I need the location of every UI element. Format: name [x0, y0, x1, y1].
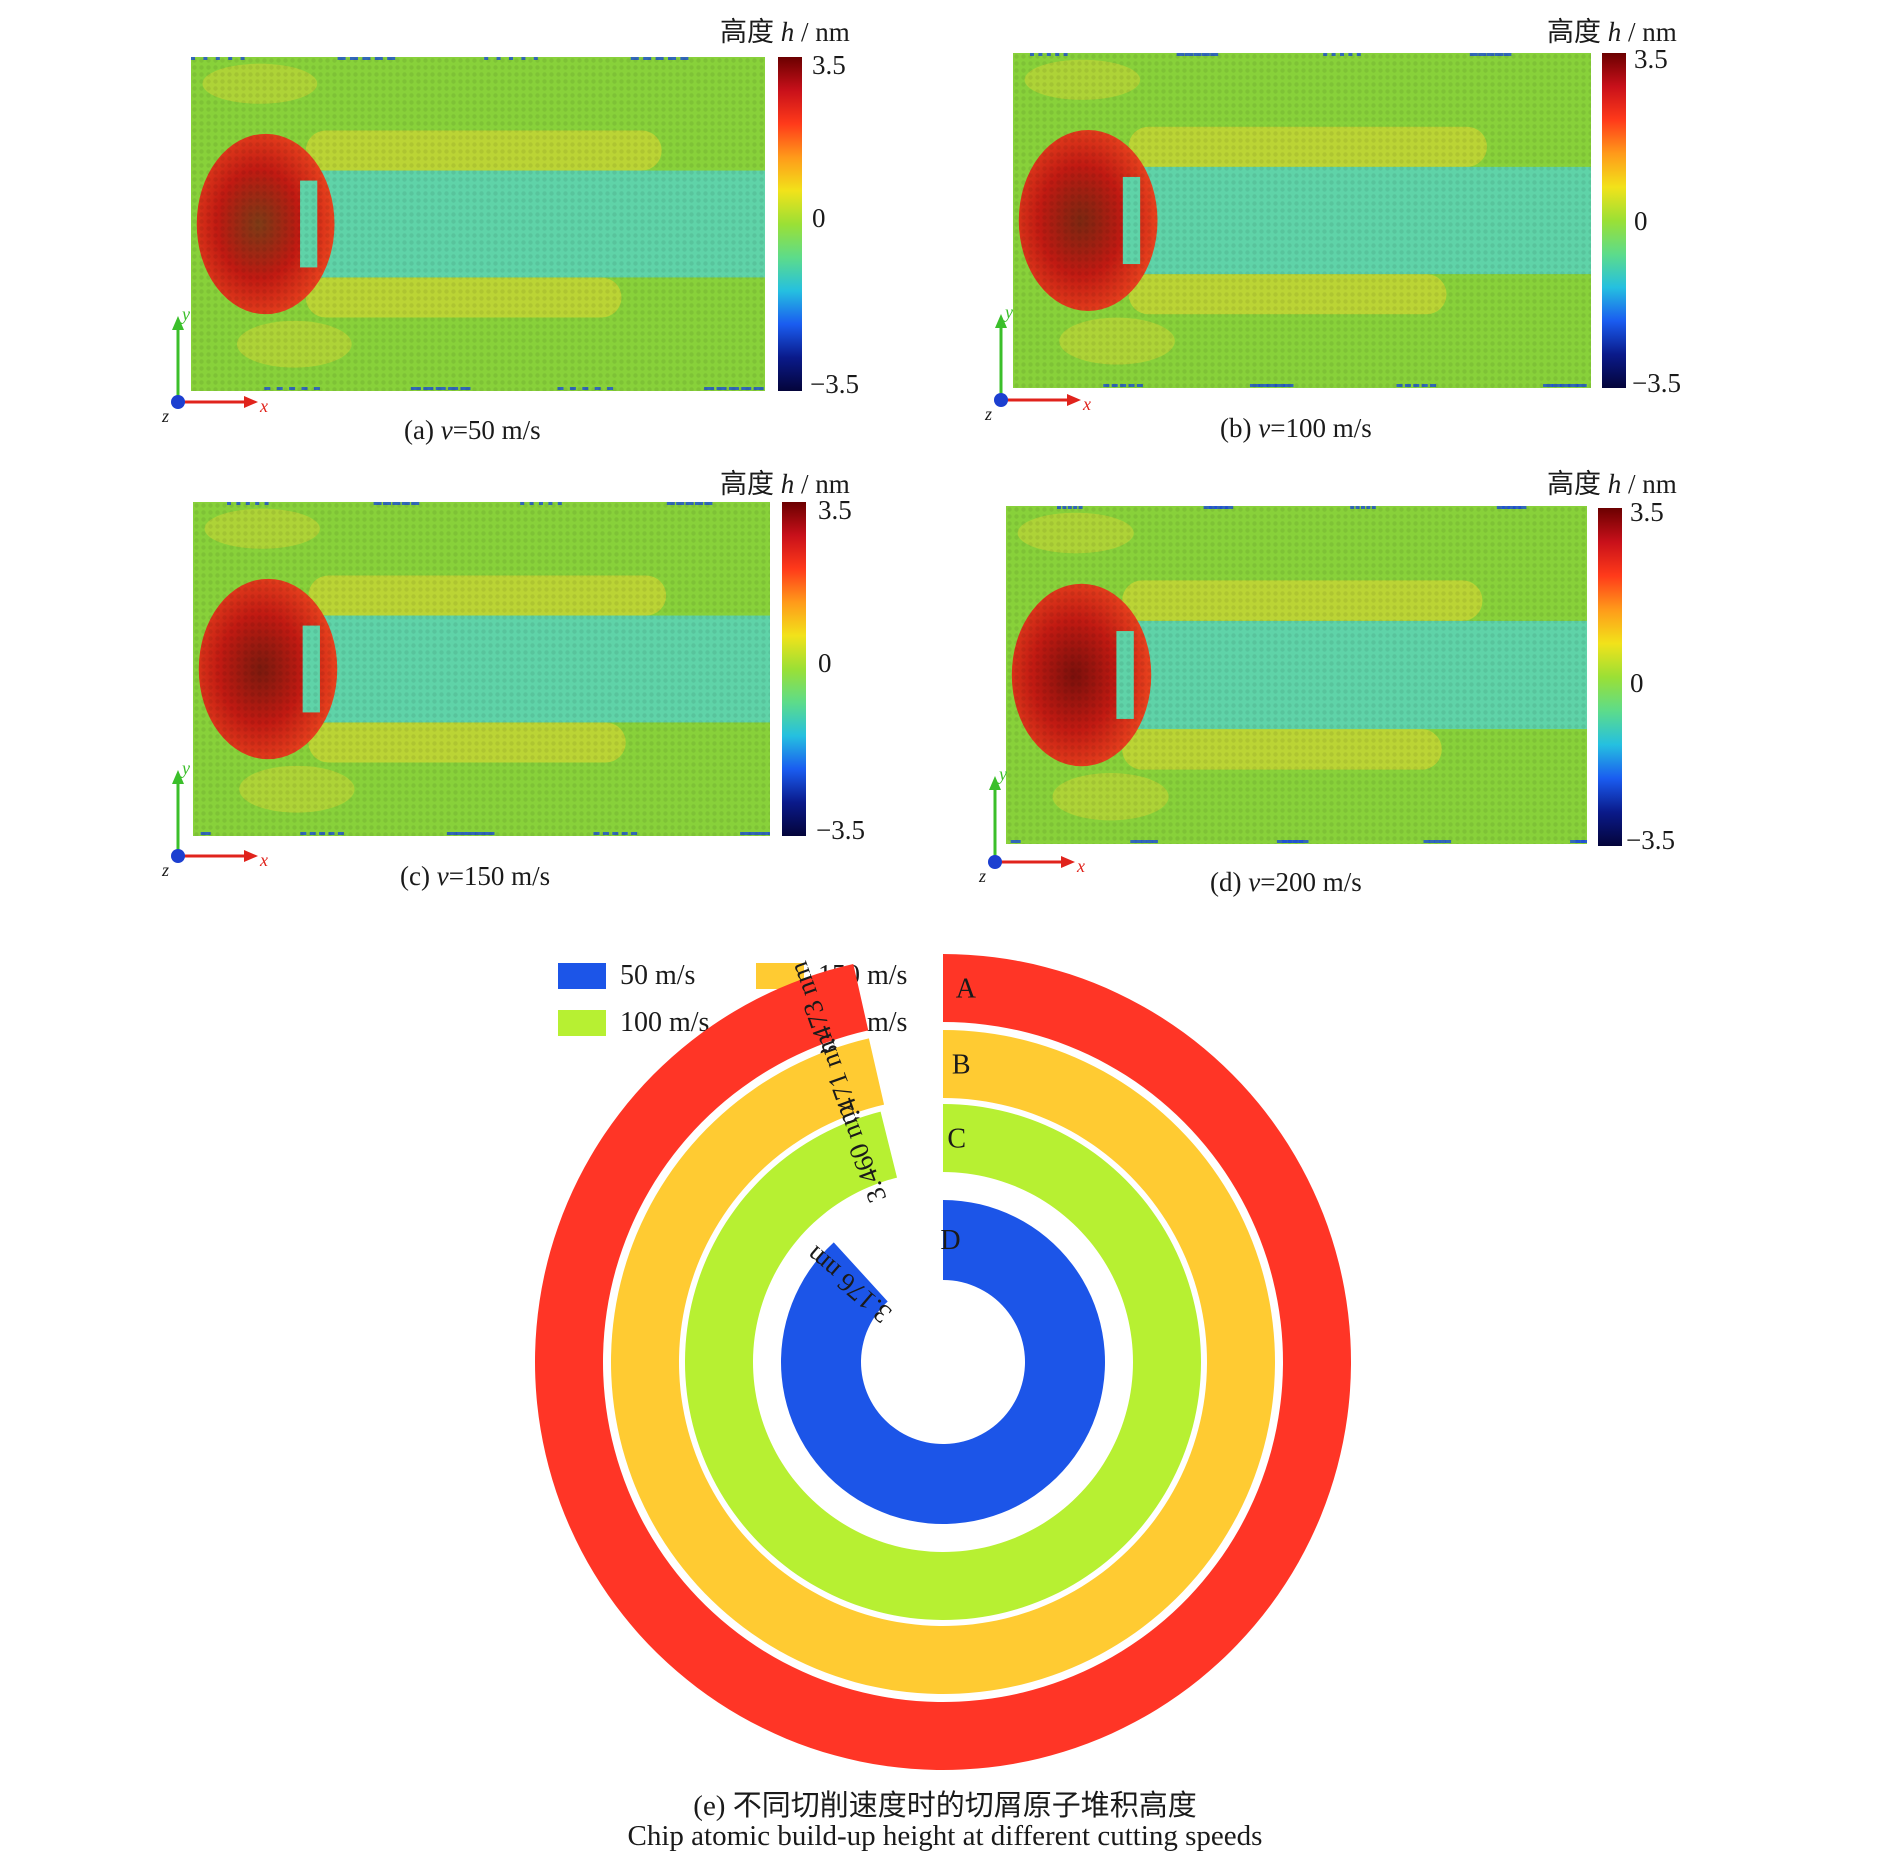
colorbar-tick-max: 3.5 — [818, 495, 852, 525]
caption-a: (a) v=50 m/s — [404, 415, 541, 445]
colorbar-title-c: 高度 h / nm — [720, 469, 850, 499]
colorbar-tick-min: −3.5 — [1626, 825, 1675, 855]
colorbar-tick-min: −3.5 — [810, 369, 859, 399]
colorbar-tick-max: 3.5 — [812, 50, 846, 80]
legend-swatch — [558, 1010, 606, 1036]
height-map-a — [191, 57, 765, 391]
colorbar-title-b: 高度 h / nm — [1547, 17, 1677, 47]
caption-c: (c) v=150 m/s — [400, 861, 551, 891]
ring-label-B: B — [952, 1050, 971, 1081]
ring-label-A: A — [956, 974, 977, 1005]
legend-swatch — [558, 963, 606, 989]
axis-label-x: x — [259, 850, 268, 870]
height-map-d — [1006, 506, 1587, 844]
height-map-c — [193, 502, 770, 836]
axis-label-y: y — [180, 304, 190, 324]
axis-label-z: z — [161, 860, 169, 880]
colorbar-title-d: 高度 h / nm — [1547, 469, 1677, 499]
axis-label-x: x — [1076, 856, 1085, 876]
radial-bar-C — [684, 1104, 1201, 1620]
ring-label-D: D — [940, 1225, 960, 1256]
legend-item-100: 100 m/s — [558, 1007, 709, 1039]
colorbar-tick-zero: 0 — [818, 648, 832, 678]
caption-b: (b) v=100 m/s — [1220, 413, 1372, 443]
colorbar-tick-zero: 0 — [812, 203, 826, 233]
colorbar-tick-zero: 0 — [1630, 668, 1644, 698]
axis-triad-b: y x z — [984, 302, 1091, 424]
axis-label-y: y — [180, 758, 190, 778]
axis-label-z: z — [161, 406, 169, 426]
colorbar-tick-max: 3.5 — [1634, 44, 1668, 74]
colorbar-c — [782, 502, 806, 836]
legend-label: 100 m/s — [620, 1007, 710, 1038]
axis-triad-d: y x z — [978, 764, 1085, 886]
axis-triad-a: y x z — [161, 304, 268, 426]
axis-label-y: y — [1003, 302, 1013, 322]
colorbar-title-a: 高度 h / nm — [720, 17, 850, 47]
colorbar-b — [1602, 53, 1626, 388]
radial-bar-D — [780, 1200, 1105, 1524]
colorbar-a — [778, 57, 802, 391]
ring-label-C: C — [947, 1123, 966, 1154]
colorbar-tick-min: −3.5 — [816, 815, 865, 845]
axis-triad-c: y x z — [161, 758, 268, 880]
height-map-b — [1013, 53, 1591, 388]
colorbar-d — [1598, 508, 1622, 846]
legend-item-50: 50 m/s — [558, 960, 695, 992]
axis-label-x: x — [1082, 394, 1091, 414]
legend-label: 50 m/s — [620, 960, 696, 991]
axis-label-z: z — [978, 866, 986, 886]
axis-label-x: x — [259, 396, 268, 416]
axis-label-z: z — [984, 404, 992, 424]
axis-label-y: y — [997, 764, 1007, 784]
colorbar-tick-max: 3.5 — [1630, 497, 1664, 527]
caption-d: (d) v=200 m/s — [1210, 867, 1362, 897]
colorbar-tick-min: −3.5 — [1632, 368, 1681, 398]
figure-caption-zh: (e) 不同切削速度时的切屑原子堆积高度 — [693, 1790, 1197, 1822]
colorbar-tick-zero: 0 — [1634, 206, 1648, 236]
figure-caption-en: Chip atomic build-up height at different… — [627, 1820, 1263, 1852]
